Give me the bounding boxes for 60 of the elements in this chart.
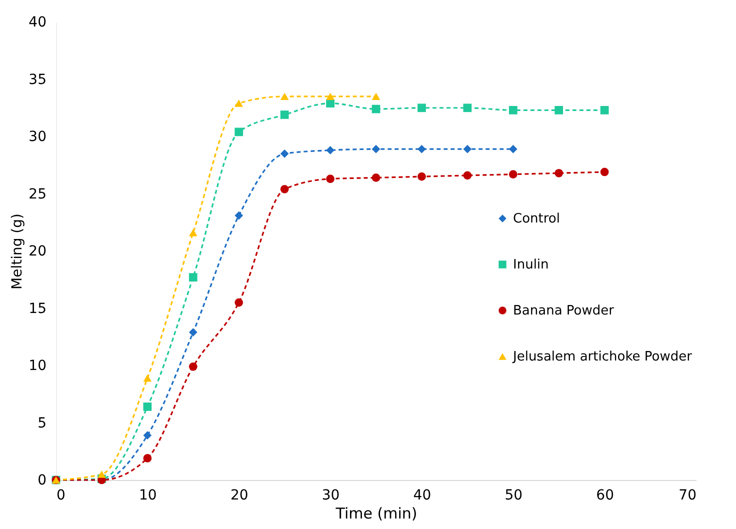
point: [372, 174, 380, 182]
x-tick-label: 40: [413, 488, 432, 504]
x-tick-label: 30: [322, 488, 340, 504]
y-tick-label: 35: [28, 72, 46, 88]
point: [463, 104, 472, 112]
x-tick-label: 60: [596, 488, 614, 504]
point: [188, 328, 198, 336]
y-axis-title: Melting (g): [10, 214, 26, 290]
point: [326, 92, 334, 100]
x-tick-label: 0: [56, 488, 66, 504]
y-tick-label: 30: [28, 129, 46, 145]
point: [188, 362, 198, 371]
point: [508, 170, 518, 178]
point: [188, 273, 198, 282]
legend-label: Inulin: [513, 258, 549, 272]
point: [280, 149, 289, 158]
point: [508, 144, 518, 154]
y-tick-label: 0: [38, 472, 46, 488]
x-tick-label: 70: [678, 488, 696, 504]
point: [143, 374, 152, 382]
point: [143, 402, 152, 411]
y-tick-label: 40: [28, 14, 46, 30]
point: [143, 431, 152, 440]
point: [234, 211, 244, 220]
y-tick-label: 25: [28, 186, 46, 202]
point: [600, 106, 609, 114]
point: [418, 144, 426, 154]
point: [280, 184, 289, 194]
point: [234, 298, 244, 307]
point: [418, 172, 426, 181]
x-axis-title: Time (min): [334, 504, 418, 522]
point: [234, 128, 244, 136]
point: [188, 229, 198, 236]
x-tick-label: 10: [139, 488, 157, 504]
point: [508, 106, 518, 114]
x-tick-label: 50: [504, 488, 523, 504]
point: [234, 100, 244, 107]
y-tick-label: 10: [28, 358, 46, 374]
point: [143, 454, 152, 462]
legend-label: Jelusalem artichoke Powder: [512, 350, 693, 364]
legend-label: Control: [513, 212, 560, 226]
point: [554, 106, 564, 114]
point: [326, 174, 334, 184]
point: [280, 110, 289, 119]
point: [372, 92, 380, 100]
point: [600, 168, 609, 176]
y-tick-label: 15: [28, 300, 46, 317]
point: [326, 146, 334, 154]
point: [554, 168, 564, 178]
point: [372, 144, 380, 154]
legend-label: Banana Powder: [513, 304, 615, 318]
point: [372, 104, 380, 114]
point: [280, 92, 289, 100]
x-tick-label: 20: [230, 488, 248, 504]
point: [463, 144, 472, 154]
point: [418, 104, 426, 112]
point: [463, 171, 472, 180]
point: [98, 470, 106, 478]
y-tick-label: 20: [28, 244, 46, 260]
y-tick-label: 5: [38, 415, 46, 432]
